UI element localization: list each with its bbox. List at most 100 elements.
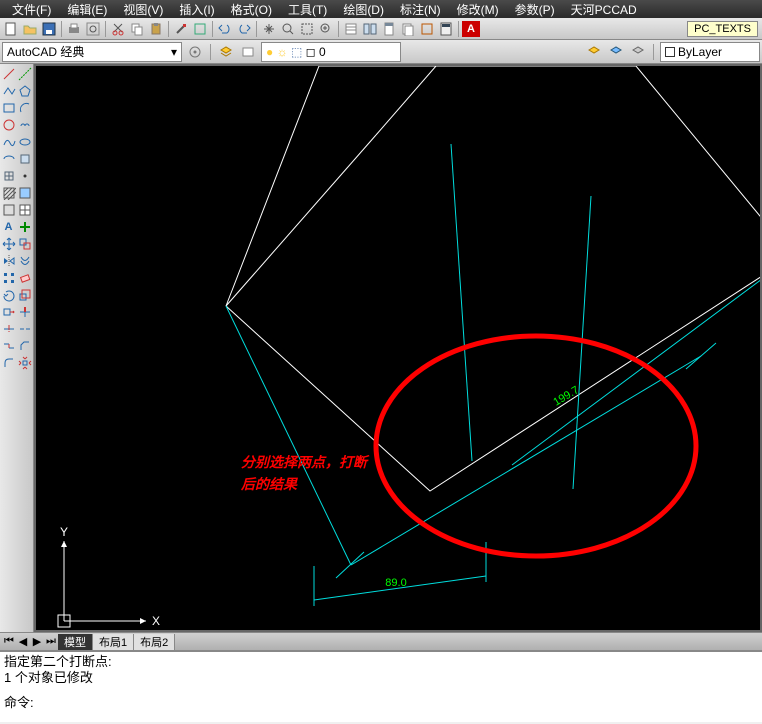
scale-tool[interactable] bbox=[17, 287, 33, 303]
circle-tool[interactable] bbox=[1, 117, 17, 133]
annotation-line1: 分别选择两点，打断 bbox=[241, 451, 367, 473]
menu-tools[interactable]: 工具(T) bbox=[280, 1, 335, 18]
hatch-tool[interactable] bbox=[1, 185, 17, 201]
draw-toolbar: A bbox=[0, 64, 34, 632]
print-button[interactable] bbox=[65, 20, 83, 38]
menu-file[interactable]: 文件(F) bbox=[4, 1, 59, 18]
table-tool[interactable] bbox=[17, 202, 33, 218]
mirror-tool[interactable] bbox=[1, 253, 17, 269]
lightbulb-icon: ● bbox=[266, 45, 273, 59]
drawing-canvas[interactable]: 199.789.0XY 分别选择两点，打断 后的结果 bbox=[34, 64, 762, 632]
chamfer-tool[interactable] bbox=[17, 338, 33, 354]
join-tool[interactable] bbox=[1, 338, 17, 354]
array-tool[interactable] bbox=[1, 270, 17, 286]
paste-button[interactable] bbox=[147, 20, 165, 38]
rotate-tool[interactable] bbox=[1, 287, 17, 303]
polygon-tool[interactable] bbox=[17, 83, 33, 99]
point-tool[interactable] bbox=[17, 168, 33, 184]
make-block-tool[interactable] bbox=[1, 168, 17, 184]
spline-tool[interactable] bbox=[1, 134, 17, 150]
zoom-window-button[interactable] bbox=[298, 20, 316, 38]
addselected-tool[interactable] bbox=[17, 219, 33, 235]
command-window[interactable]: 指定第二个打断点: 1 个对象已修改 命令: bbox=[0, 650, 762, 722]
extend-tool[interactable] bbox=[1, 321, 17, 337]
workspace-select[interactable]: AutoCAD 经典 ▾ bbox=[2, 42, 182, 62]
tab-first-button[interactable]: ⏮ bbox=[2, 635, 16, 649]
command-prompt: 命令: bbox=[4, 692, 34, 711]
block-editor-button[interactable] bbox=[191, 20, 209, 38]
region-tool[interactable] bbox=[1, 202, 17, 218]
toolbar-separator bbox=[168, 21, 169, 37]
annotation-text: 分别选择两点，打断 后的结果 bbox=[241, 451, 367, 495]
mtext-tool[interactable]: A bbox=[1, 219, 17, 235]
menu-edit[interactable]: 编辑(E) bbox=[59, 1, 115, 18]
explode-tool[interactable] bbox=[17, 355, 33, 371]
menu-format[interactable]: 格式(O) bbox=[223, 1, 280, 18]
toolbar-separator bbox=[61, 21, 62, 37]
autodesk-icon[interactable]: A bbox=[462, 21, 480, 37]
toolbar-separator bbox=[105, 21, 106, 37]
quickcalc-button[interactable] bbox=[437, 20, 455, 38]
redo-button[interactable] bbox=[235, 20, 253, 38]
tab-model[interactable]: 模型 bbox=[58, 634, 93, 650]
ellipse-tool[interactable] bbox=[17, 134, 33, 150]
stretch-tool[interactable] bbox=[1, 304, 17, 320]
layer-states-button[interactable] bbox=[239, 43, 257, 61]
layer-previous-button[interactable] bbox=[585, 43, 603, 61]
pan-button[interactable] bbox=[260, 20, 278, 38]
arc-tool[interactable] bbox=[17, 100, 33, 116]
cut-button[interactable] bbox=[109, 20, 127, 38]
layer-select[interactable]: ● ☼ ⬚ ◻ 0 bbox=[261, 42, 401, 62]
tab-layout1[interactable]: 布局1 bbox=[93, 634, 134, 650]
zoom-button[interactable] bbox=[279, 20, 297, 38]
zoom-previous-button[interactable] bbox=[317, 20, 335, 38]
menu-view[interactable]: 视图(V) bbox=[115, 1, 171, 18]
rectangle-tool[interactable] bbox=[1, 100, 17, 116]
sheet-set-button[interactable] bbox=[399, 20, 417, 38]
menu-product[interactable]: 天河PCCAD bbox=[563, 1, 645, 18]
layer-properties-button[interactable] bbox=[217, 43, 235, 61]
tab-next-button[interactable]: ▶ bbox=[30, 635, 44, 649]
offset-tool[interactable] bbox=[17, 253, 33, 269]
revcloud-tool[interactable] bbox=[17, 117, 33, 133]
workspace-settings-button[interactable] bbox=[186, 43, 204, 61]
xline-tool[interactable] bbox=[17, 66, 33, 82]
save-button[interactable] bbox=[40, 20, 58, 38]
pline-tool[interactable] bbox=[1, 83, 17, 99]
command-input-row: 命令: bbox=[4, 692, 758, 711]
design-center-button[interactable] bbox=[361, 20, 379, 38]
ellipse-arc-tool[interactable] bbox=[1, 151, 17, 167]
gradient-tool[interactable] bbox=[17, 185, 33, 201]
copy-button[interactable] bbox=[128, 20, 146, 38]
menu-params[interactable]: 参数(P) bbox=[507, 1, 563, 18]
break-tool[interactable] bbox=[17, 321, 33, 337]
menu-dimension[interactable]: 标注(N) bbox=[392, 1, 449, 18]
tab-prev-button[interactable]: ◀ bbox=[16, 635, 30, 649]
copy-tool[interactable] bbox=[17, 236, 33, 252]
tool-palettes-button[interactable] bbox=[380, 20, 398, 38]
markup-button[interactable] bbox=[418, 20, 436, 38]
erase-tool[interactable] bbox=[17, 270, 33, 286]
menu-insert[interactable]: 插入(I) bbox=[171, 1, 222, 18]
pc-texts-button[interactable]: PC_TEXTS bbox=[687, 21, 758, 37]
line-tool[interactable] bbox=[1, 66, 17, 82]
fillet-tool[interactable] bbox=[1, 355, 17, 371]
tab-layout2[interactable]: 布局2 bbox=[134, 634, 175, 650]
menu-modify[interactable]: 修改(M) bbox=[449, 1, 507, 18]
properties-button[interactable] bbox=[342, 20, 360, 38]
new-button[interactable] bbox=[2, 20, 20, 38]
menu-draw[interactable]: 绘图(D) bbox=[335, 1, 392, 18]
plot-preview-button[interactable] bbox=[84, 20, 102, 38]
layer-iso-button[interactable] bbox=[607, 43, 625, 61]
insert-block-tool[interactable] bbox=[17, 151, 33, 167]
undo-button[interactable] bbox=[216, 20, 234, 38]
color-select[interactable]: ByLayer bbox=[660, 42, 760, 62]
layer-walk-button[interactable] bbox=[629, 43, 647, 61]
layout-tab-bar: ⏮ ◀ ▶ ⏭ 模型 布局1 布局2 bbox=[0, 632, 762, 650]
trim-tool[interactable] bbox=[17, 304, 33, 320]
tab-last-button[interactable]: ⏭ bbox=[44, 635, 58, 649]
annotation-line2: 后的结果 bbox=[241, 473, 367, 495]
move-tool[interactable] bbox=[1, 236, 17, 252]
match-props-button[interactable] bbox=[172, 20, 190, 38]
open-button[interactable] bbox=[21, 20, 39, 38]
